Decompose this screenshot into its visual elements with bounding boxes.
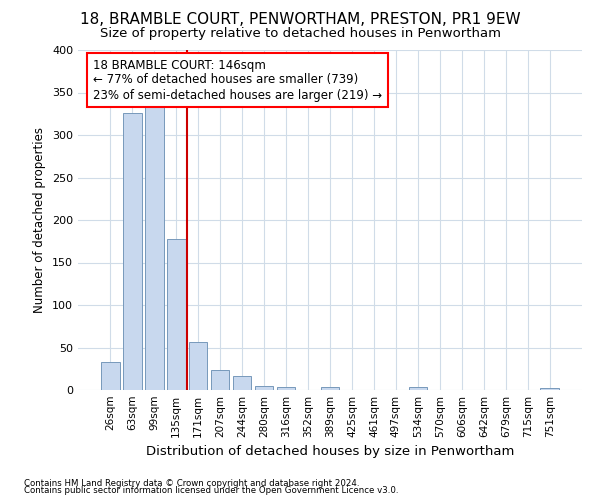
Bar — [409, 388, 427, 390]
X-axis label: Distribution of detached houses by size in Penwortham: Distribution of detached houses by size … — [146, 446, 514, 458]
Text: Size of property relative to detached houses in Penwortham: Size of property relative to detached ho… — [100, 28, 500, 40]
Bar — [167, 238, 185, 390]
Text: Contains HM Land Registry data © Crown copyright and database right 2024.: Contains HM Land Registry data © Crown c… — [24, 478, 359, 488]
Text: 18, BRAMBLE COURT, PENWORTHAM, PRESTON, PR1 9EW: 18, BRAMBLE COURT, PENWORTHAM, PRESTON, … — [80, 12, 520, 28]
Bar — [123, 113, 142, 390]
Text: 18 BRAMBLE COURT: 146sqm
← 77% of detached houses are smaller (739)
23% of semi-: 18 BRAMBLE COURT: 146sqm ← 77% of detach… — [93, 58, 382, 102]
Bar — [233, 376, 251, 390]
Bar — [101, 362, 119, 390]
Bar — [277, 386, 295, 390]
Bar — [541, 388, 559, 390]
Bar — [145, 106, 164, 390]
Bar — [189, 342, 208, 390]
Bar — [255, 386, 274, 390]
Text: Contains public sector information licensed under the Open Government Licence v3: Contains public sector information licen… — [24, 486, 398, 495]
Y-axis label: Number of detached properties: Number of detached properties — [34, 127, 46, 313]
Bar — [320, 388, 340, 390]
Bar — [211, 370, 229, 390]
